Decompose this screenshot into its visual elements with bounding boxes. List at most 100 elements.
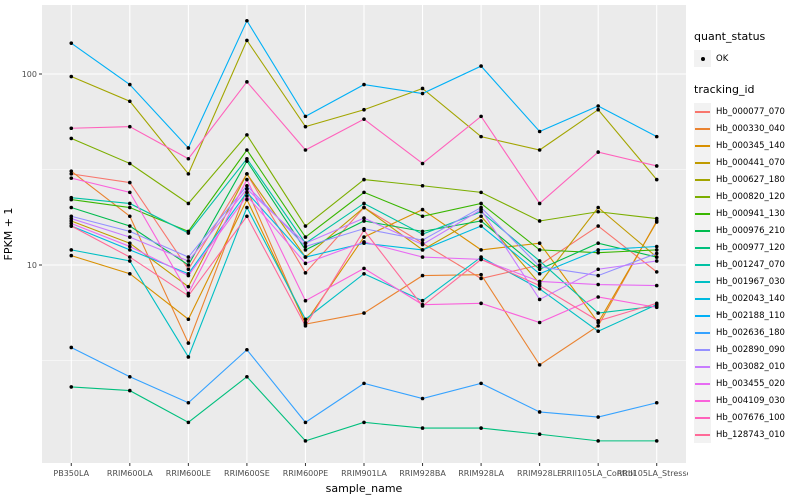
legend-item-Hb_001967_030: Hb_001967_030 bbox=[694, 273, 800, 290]
legend-line-swatch bbox=[695, 247, 710, 249]
data-point bbox=[128, 190, 132, 195]
data-point bbox=[654, 216, 659, 221]
data-point bbox=[420, 304, 425, 308]
data-point bbox=[420, 238, 425, 242]
legend-key-box bbox=[694, 171, 711, 188]
data-point bbox=[303, 271, 308, 275]
legend-item-Hb_001247_070: Hb_001247_070 bbox=[694, 256, 800, 273]
data-point bbox=[128, 255, 132, 259]
data-point bbox=[186, 420, 191, 425]
data-point bbox=[537, 219, 542, 223]
data-point bbox=[128, 388, 132, 393]
data-point bbox=[245, 197, 249, 202]
data-point bbox=[186, 172, 191, 176]
legend-tracking-items: Hb_000077_070 Hb_000330_040 Hb_000345_140 H… bbox=[694, 103, 800, 443]
data-point bbox=[479, 276, 483, 281]
data-point bbox=[537, 287, 542, 291]
legend-key-box bbox=[694, 239, 711, 256]
legend-line-swatch bbox=[695, 349, 710, 351]
data-point bbox=[128, 259, 132, 263]
x-axis-title: sample_name bbox=[326, 482, 403, 495]
data-point bbox=[654, 251, 659, 256]
legend-item-Hb_000441_070: Hb_000441_070 bbox=[694, 154, 800, 171]
data-point bbox=[479, 224, 483, 228]
data-point bbox=[128, 180, 132, 185]
data-point bbox=[128, 374, 132, 379]
data-point bbox=[303, 114, 308, 119]
legend-line-swatch bbox=[695, 366, 710, 368]
data-point bbox=[596, 150, 600, 154]
data-point bbox=[128, 161, 132, 166]
legend-item-Hb_002188_110: Hb_002188_110 bbox=[694, 307, 800, 324]
legend-line-swatch bbox=[695, 315, 710, 317]
data-point bbox=[420, 298, 425, 303]
data-point bbox=[186, 273, 191, 278]
data-point bbox=[69, 224, 74, 228]
legend-item-label: Hb_000976_210 bbox=[716, 225, 785, 236]
data-point bbox=[479, 219, 483, 223]
legend-key-box bbox=[694, 409, 711, 426]
data-point bbox=[245, 374, 249, 379]
legend-key-box bbox=[694, 324, 711, 341]
data-point bbox=[479, 214, 483, 219]
data-point bbox=[69, 169, 74, 173]
legend-line-swatch bbox=[695, 111, 710, 113]
data-point bbox=[596, 319, 600, 323]
data-point bbox=[303, 420, 308, 425]
data-point bbox=[479, 207, 483, 212]
data-point bbox=[128, 248, 132, 252]
legend-item-Hb_004109_030: Hb_004109_030 bbox=[694, 392, 800, 409]
data-point bbox=[69, 221, 74, 226]
data-point bbox=[362, 82, 366, 87]
data-point bbox=[420, 426, 425, 430]
legend-key-box bbox=[694, 205, 711, 222]
legend-key-box bbox=[694, 426, 711, 443]
legend-item-label: OK bbox=[716, 53, 729, 64]
x-tick-label: RRIM928BA bbox=[399, 469, 446, 478]
data-point bbox=[479, 381, 483, 386]
legend-key-box bbox=[694, 137, 711, 154]
y-tick-label: 100 bbox=[22, 70, 37, 79]
data-point bbox=[420, 183, 425, 188]
data-point bbox=[362, 240, 366, 244]
data-point bbox=[128, 201, 132, 206]
legend-key-box bbox=[694, 392, 711, 409]
data-point bbox=[596, 267, 600, 272]
data-point bbox=[596, 329, 600, 334]
legend-key-box bbox=[694, 103, 711, 120]
data-point bbox=[303, 255, 308, 259]
data-point bbox=[537, 259, 542, 263]
data-point bbox=[537, 432, 542, 437]
legend-item-label: Hb_000330_040 bbox=[716, 123, 785, 134]
data-point bbox=[362, 201, 366, 206]
point-marker-icon bbox=[700, 56, 705, 61]
data-point bbox=[362, 420, 366, 425]
data-point bbox=[186, 317, 191, 322]
legend-line-swatch bbox=[695, 400, 710, 402]
data-point bbox=[596, 324, 600, 328]
legend-line-swatch bbox=[695, 417, 710, 419]
data-point bbox=[596, 439, 600, 443]
data-point bbox=[245, 38, 249, 43]
x-tick-label: RRIM600LE bbox=[166, 469, 211, 478]
chart-area: 100 10 PB350LA RRIM600LA RRIM600LE RRIM600SE R… bbox=[2, 5, 697, 495]
legend-item-Hb_000820_120: Hb_000820_120 bbox=[694, 188, 800, 205]
legend-key-box bbox=[694, 341, 711, 358]
data-point bbox=[420, 242, 425, 247]
data-point bbox=[245, 347, 249, 352]
data-point bbox=[362, 107, 366, 112]
data-point bbox=[420, 214, 425, 219]
data-point bbox=[186, 263, 191, 267]
data-point bbox=[303, 241, 308, 246]
data-point bbox=[245, 172, 249, 176]
data-point bbox=[186, 255, 191, 259]
data-point bbox=[362, 381, 366, 386]
x-tick-label: RRIM600SE bbox=[224, 469, 270, 478]
data-point bbox=[420, 161, 425, 166]
data-point bbox=[186, 201, 191, 206]
legend-item-Hb_003082_010: Hb_003082_010 bbox=[694, 358, 800, 375]
data-point bbox=[245, 194, 249, 198]
ok-point-key bbox=[694, 50, 711, 67]
data-point bbox=[596, 248, 600, 252]
